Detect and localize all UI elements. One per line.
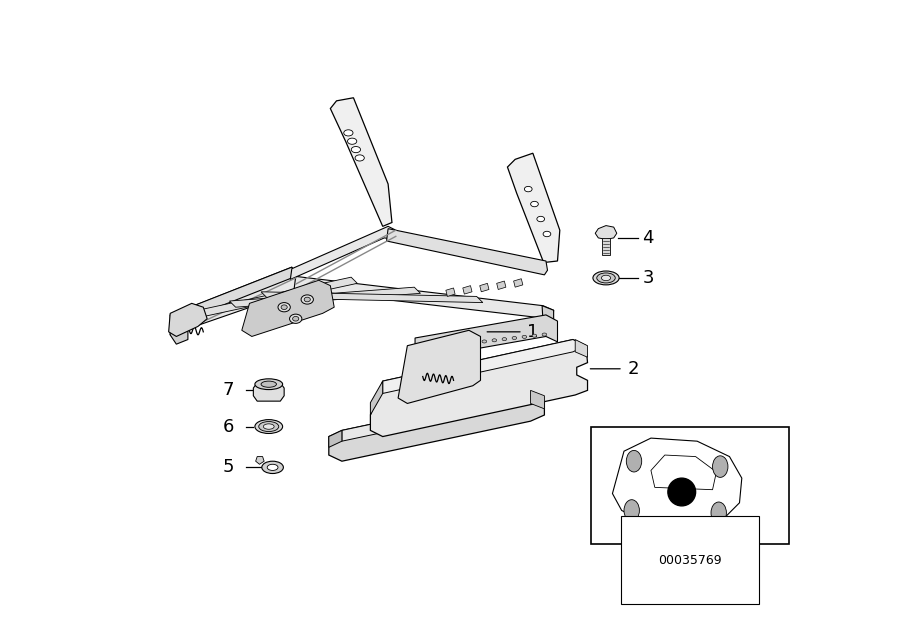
Ellipse shape: [502, 338, 507, 341]
Text: 00035769: 00035769: [658, 554, 722, 566]
Polygon shape: [170, 315, 188, 344]
Polygon shape: [242, 280, 334, 337]
Ellipse shape: [532, 334, 536, 337]
Ellipse shape: [292, 316, 299, 321]
Text: 1: 1: [527, 323, 539, 341]
Polygon shape: [542, 305, 554, 324]
Polygon shape: [170, 267, 296, 335]
Text: 4: 4: [643, 229, 653, 247]
Ellipse shape: [713, 456, 728, 478]
Ellipse shape: [482, 340, 487, 343]
Text: 5: 5: [222, 458, 234, 476]
Polygon shape: [371, 381, 382, 415]
Ellipse shape: [492, 338, 497, 342]
Ellipse shape: [597, 273, 616, 283]
Ellipse shape: [347, 138, 356, 144]
Polygon shape: [256, 457, 264, 464]
Ellipse shape: [542, 333, 546, 336]
Polygon shape: [415, 315, 557, 359]
Text: 6: 6: [222, 418, 234, 436]
Ellipse shape: [262, 461, 284, 474]
Polygon shape: [261, 292, 482, 303]
Polygon shape: [294, 276, 554, 323]
Polygon shape: [398, 330, 481, 403]
Ellipse shape: [452, 344, 456, 347]
Polygon shape: [168, 304, 207, 337]
Ellipse shape: [255, 420, 283, 434]
Ellipse shape: [525, 187, 532, 192]
Polygon shape: [382, 340, 586, 394]
Ellipse shape: [281, 305, 287, 309]
Ellipse shape: [442, 345, 446, 347]
Polygon shape: [342, 391, 544, 441]
Polygon shape: [480, 283, 489, 292]
Ellipse shape: [302, 295, 313, 304]
Ellipse shape: [626, 450, 642, 472]
Polygon shape: [230, 287, 420, 307]
Ellipse shape: [278, 303, 291, 312]
Polygon shape: [198, 277, 357, 316]
Ellipse shape: [537, 217, 544, 222]
Polygon shape: [254, 383, 284, 401]
Polygon shape: [371, 340, 588, 436]
Polygon shape: [514, 279, 523, 287]
Polygon shape: [612, 438, 742, 526]
Text: 7: 7: [222, 380, 234, 399]
Polygon shape: [530, 391, 544, 409]
Ellipse shape: [601, 275, 610, 281]
Polygon shape: [387, 229, 547, 275]
Ellipse shape: [261, 381, 276, 387]
Ellipse shape: [624, 500, 639, 521]
Text: 2: 2: [627, 360, 639, 378]
Polygon shape: [508, 153, 560, 262]
Ellipse shape: [512, 337, 517, 340]
Text: 3: 3: [643, 269, 653, 287]
Ellipse shape: [351, 147, 361, 152]
Polygon shape: [328, 391, 544, 461]
Ellipse shape: [472, 341, 477, 344]
Polygon shape: [463, 286, 472, 294]
Polygon shape: [170, 267, 296, 324]
Ellipse shape: [543, 231, 551, 237]
Ellipse shape: [255, 379, 283, 390]
Bar: [602, 238, 610, 255]
Polygon shape: [595, 225, 616, 239]
Polygon shape: [330, 98, 392, 226]
Polygon shape: [446, 288, 455, 297]
Ellipse shape: [264, 424, 274, 429]
Ellipse shape: [522, 335, 526, 338]
Ellipse shape: [462, 342, 466, 345]
Polygon shape: [651, 455, 716, 490]
Ellipse shape: [344, 130, 353, 136]
Ellipse shape: [711, 502, 726, 524]
Ellipse shape: [290, 314, 302, 323]
Ellipse shape: [258, 422, 279, 432]
Polygon shape: [291, 226, 396, 279]
Ellipse shape: [304, 297, 310, 302]
Ellipse shape: [531, 201, 538, 207]
Ellipse shape: [267, 464, 278, 471]
Bar: [590, 427, 789, 544]
Polygon shape: [575, 340, 588, 358]
Polygon shape: [497, 281, 506, 290]
Ellipse shape: [593, 271, 619, 285]
Polygon shape: [328, 431, 342, 447]
Ellipse shape: [356, 155, 364, 161]
Circle shape: [668, 478, 696, 506]
Ellipse shape: [432, 345, 436, 349]
